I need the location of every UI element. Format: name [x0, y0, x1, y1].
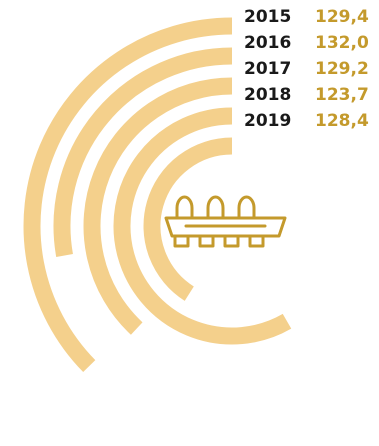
arc-2019	[143, 137, 233, 301]
egg-tray-icon	[164, 195, 287, 248]
arc-2018	[113, 107, 292, 345]
year-label-2015: 2015	[244, 7, 291, 27]
year-label-2018: 2018	[244, 85, 291, 105]
value-label-2016: 132,0	[315, 33, 369, 53]
arcs-layer	[23, 17, 292, 373]
value-label-2017: 129,2	[315, 59, 369, 79]
year-label-2016: 2016	[244, 33, 291, 53]
arc-2016	[53, 47, 233, 257]
arc-2015	[23, 17, 233, 373]
value-label-2015: 129,4	[315, 7, 369, 27]
arc-2017	[83, 77, 233, 335]
value-label-2019: 128,4	[315, 111, 369, 131]
labels-layer: 2015 129,4 2016 132,0 2017 129,2 2018 123,7 2019…	[244, 7, 369, 131]
year-label-2017: 2017	[244, 59, 291, 79]
value-label-2018: 123,7	[315, 85, 369, 105]
year-label-2019: 2019	[244, 111, 291, 131]
